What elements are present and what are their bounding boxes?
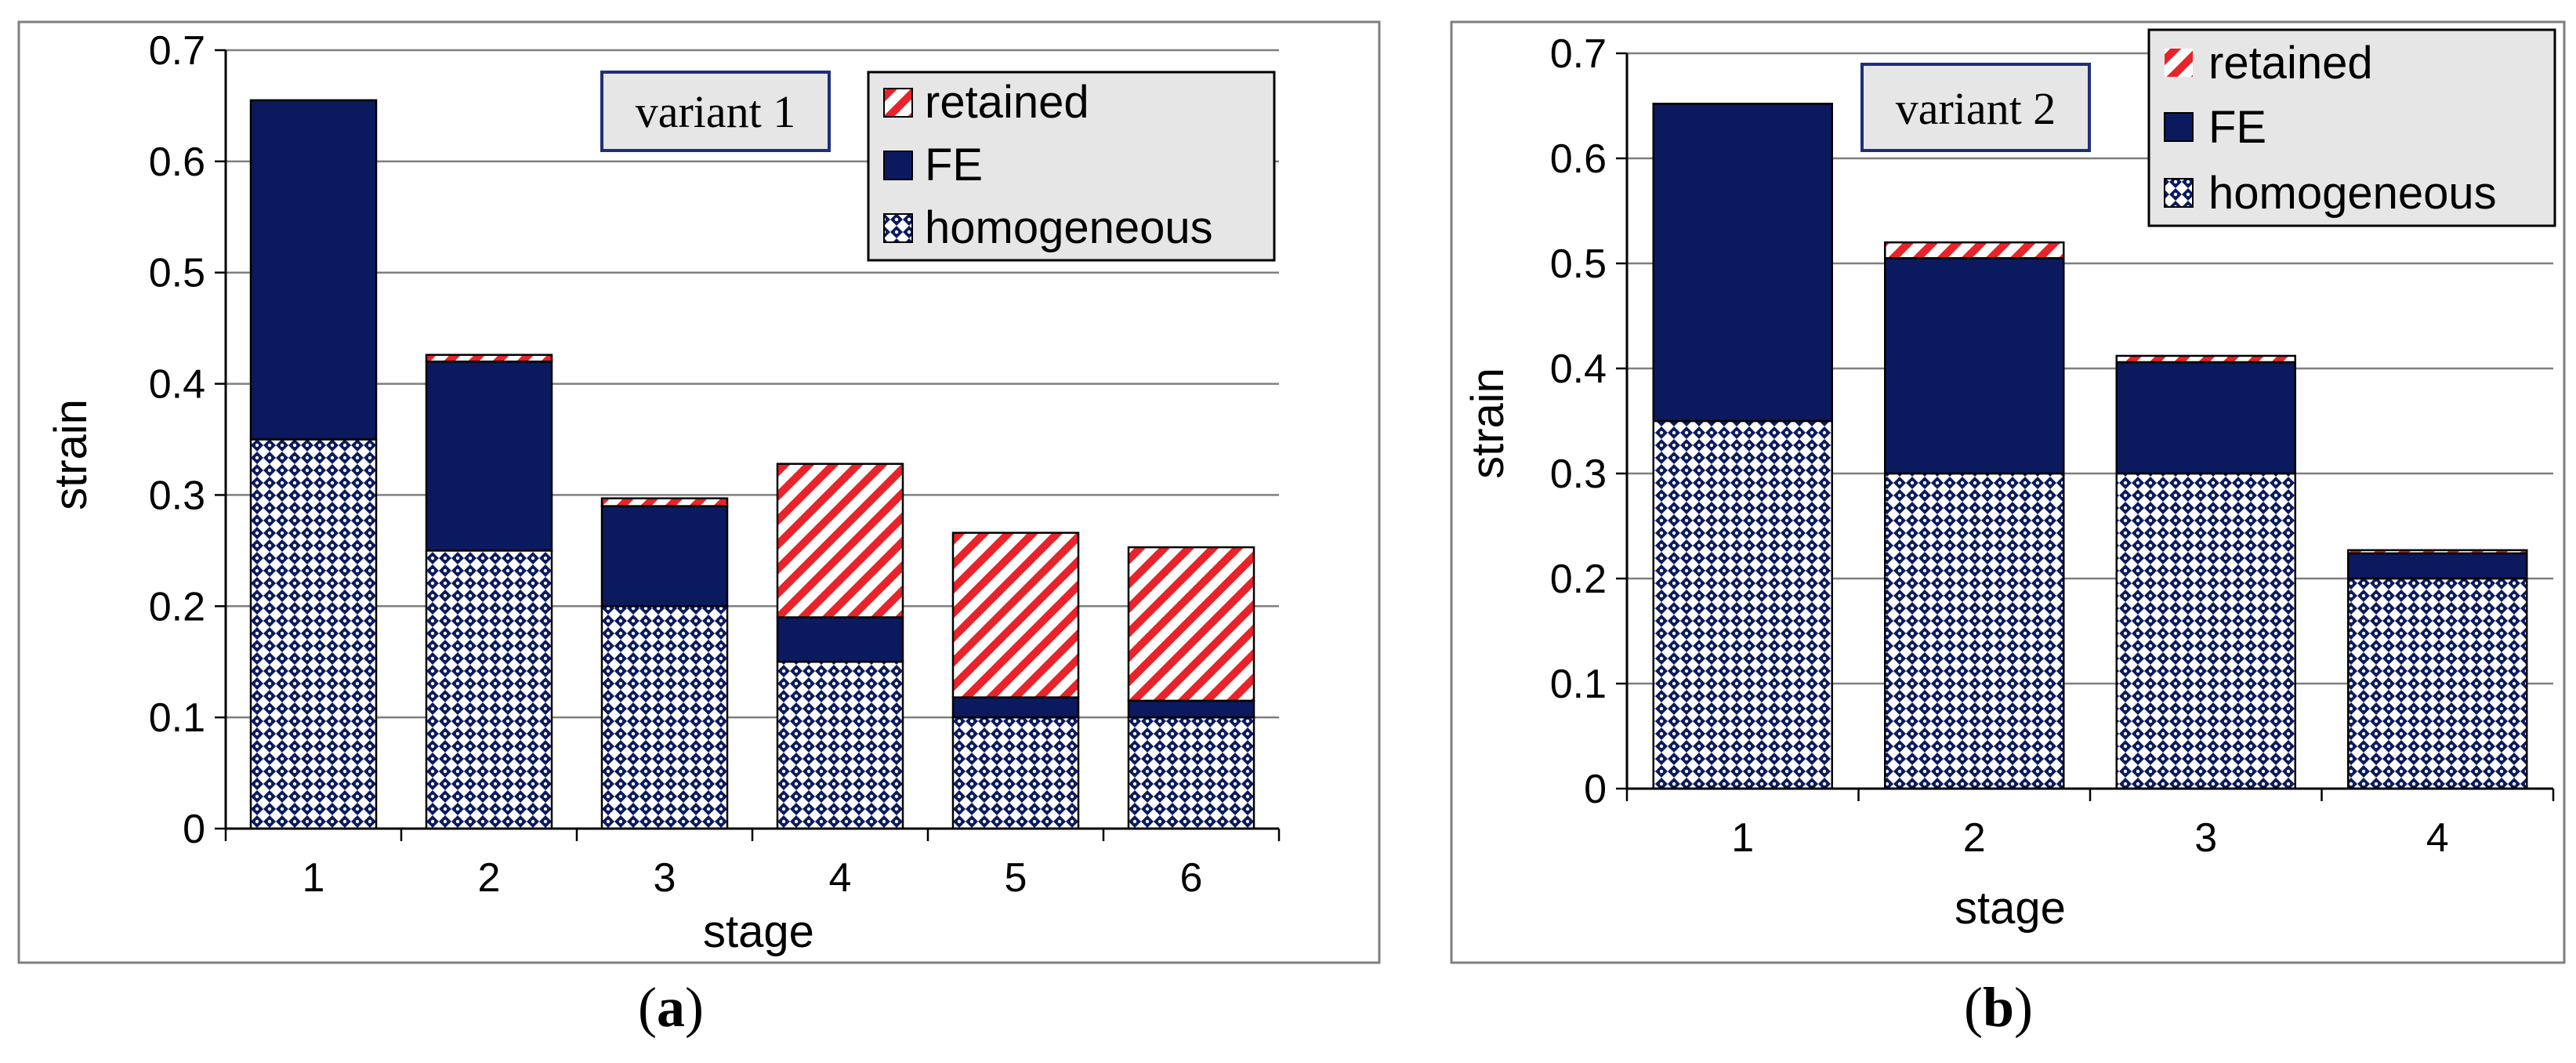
bar-homogeneous-stage-4 — [776, 660, 904, 830]
bar-fe-stage-3 — [600, 505, 729, 608]
chart-a-legend-swatch-fe — [883, 151, 913, 180]
y-tick-label: 0.5 — [1550, 241, 1607, 287]
y-tick-label: 0 — [183, 807, 205, 852]
chart-b-y-ticks: 0 0.1 0.2 0.3 0.4 0.5 0.6 0.7 — [1550, 31, 1627, 812]
bar-fe-stage-5 — [951, 696, 1080, 719]
y-tick-label: 0.1 — [1550, 662, 1607, 707]
chart-b-legend — [2147, 28, 2556, 227]
panel-a-caption-letter: a — [656, 976, 685, 1039]
chart-b-legend-retained: retained — [2208, 38, 2373, 89]
chart-a-variant-label: variant 1 — [636, 86, 796, 137]
y-tick-label: 0.7 — [1550, 31, 1607, 77]
bar-fe-stage-1 — [249, 99, 378, 441]
bar-homogeneous-stage-6 — [1127, 716, 1255, 830]
bar-fe-stage-3 — [2115, 361, 2296, 475]
bar-homogeneous-stage-1 — [249, 438, 378, 830]
chart-a-y-ticks: 0 0.1 0.2 0.3 0.4 0.5 0.6 0.7 — [149, 28, 226, 852]
chart-b-legend-swatch-retained — [2165, 49, 2193, 77]
bar-fe-stage-4 — [2347, 552, 2528, 580]
chart-b: 0 0.1 0.2 0.3 0.4 0.5 0.6 0.7 1 2 3 4 stage strain… — [1450, 20, 2566, 964]
bar-retained-stage-2 — [425, 354, 553, 363]
bar-fe-stage-2 — [1884, 257, 2065, 475]
x-tick-label: 1 — [1731, 815, 1754, 861]
bar-homogeneous-stage-2 — [425, 550, 553, 830]
chart-b-y-axis-title: strain — [1462, 368, 1513, 479]
chart-b-legend-swatch-fe — [2164, 112, 2194, 142]
x-tick-label: 4 — [829, 855, 852, 901]
x-tick-label: 6 — [1180, 855, 1203, 901]
chart-b-bars — [1652, 103, 2528, 790]
bar-fe-stage-4 — [776, 616, 904, 663]
chart-b-x-ticks: 1 2 3 4 — [1625, 789, 2555, 861]
chart-b-variant-label: variant 2 — [1896, 83, 2056, 134]
chart-a-legend — [867, 71, 1276, 262]
bar-retained-stage-6 — [1127, 546, 1255, 702]
y-tick-label: 0.7 — [149, 28, 205, 74]
bar-retained-stage-2 — [1884, 241, 2065, 259]
chart-a-legend-fe: FE — [925, 140, 983, 190]
chart-a-legend-swatch-homogeneous — [883, 213, 913, 243]
x-tick-label: 5 — [1005, 855, 1027, 901]
chart-b-legend-swatch-homogeneous — [2164, 178, 2194, 208]
x-tick-label: 2 — [1963, 815, 1986, 861]
x-tick-label: 2 — [478, 855, 501, 901]
x-tick-label: 3 — [2194, 815, 2217, 861]
chart-a-variant-box — [600, 71, 831, 152]
chart-a-legend-retained: retained — [925, 77, 1089, 128]
y-tick-label: 0.6 — [149, 140, 205, 185]
chart-a-y-axis-title: strain — [45, 399, 96, 510]
bar-retained-stage-5 — [951, 532, 1080, 698]
chart-b-variant-box — [1860, 63, 2091, 152]
y-tick-label: 0.5 — [149, 251, 205, 296]
bar-homogeneous-stage-3 — [600, 605, 729, 830]
bar-fe-stage-2 — [425, 360, 553, 552]
panel-a-caption: (a) — [638, 976, 704, 1039]
y-tick-label: 0.3 — [1550, 452, 1607, 497]
bar-fe-stage-6 — [1127, 699, 1255, 719]
chart-a-legend-swatch-retained — [883, 88, 913, 118]
chart-b-legend-fe: FE — [2208, 102, 2266, 153]
y-tick-label: 0.4 — [149, 362, 205, 408]
bar-fe-stage-1 — [1652, 103, 1833, 423]
x-tick-label: 3 — [654, 855, 676, 901]
panel-b-caption-letter: b — [1982, 976, 2015, 1039]
chart-b-legend-homogeneous: homogeneous — [2208, 168, 2497, 219]
y-tick-label: 0.2 — [1550, 557, 1607, 602]
bar-retained-stage-4 — [2347, 549, 2528, 555]
bar-retained-stage-4 — [776, 463, 904, 619]
bar-homogeneous-stage-2 — [1884, 472, 2065, 790]
x-tick-label: 1 — [303, 855, 325, 901]
bar-homogeneous-stage-4 — [2347, 577, 2528, 790]
chart-a-x-axis-title: stage — [703, 906, 814, 957]
bar-homogeneous-stage-5 — [951, 716, 1080, 830]
y-tick-label: 0.3 — [149, 473, 205, 518]
chart-a-bars — [249, 99, 1255, 830]
y-tick-label: 0.4 — [1550, 346, 1607, 392]
bar-retained-stage-3 — [600, 497, 729, 507]
bar-retained-stage-3 — [2115, 354, 2296, 364]
y-tick-label: 0 — [1584, 767, 1607, 812]
y-tick-label: 0.6 — [1550, 136, 1607, 182]
bar-homogeneous-stage-3 — [2115, 472, 2296, 790]
panel-b-caption: (b) — [1964, 976, 2034, 1039]
chart-b-x-axis-title: stage — [1955, 883, 2066, 934]
x-tick-label: 4 — [2426, 815, 2449, 861]
chart-a-x-ticks: 1 2 3 4 5 6 — [224, 829, 1281, 901]
bar-homogeneous-stage-1 — [1652, 419, 1833, 790]
chart-a: 0 0.1 0.2 0.3 0.4 0.5 0.6 0.7 1 2 3 4 5 6 stage stra… — [17, 20, 1381, 964]
y-tick-label: 0.1 — [149, 695, 205, 741]
chart-a-legend-homogeneous: homogeneous — [925, 202, 1213, 253]
y-tick-label: 0.2 — [149, 584, 205, 629]
